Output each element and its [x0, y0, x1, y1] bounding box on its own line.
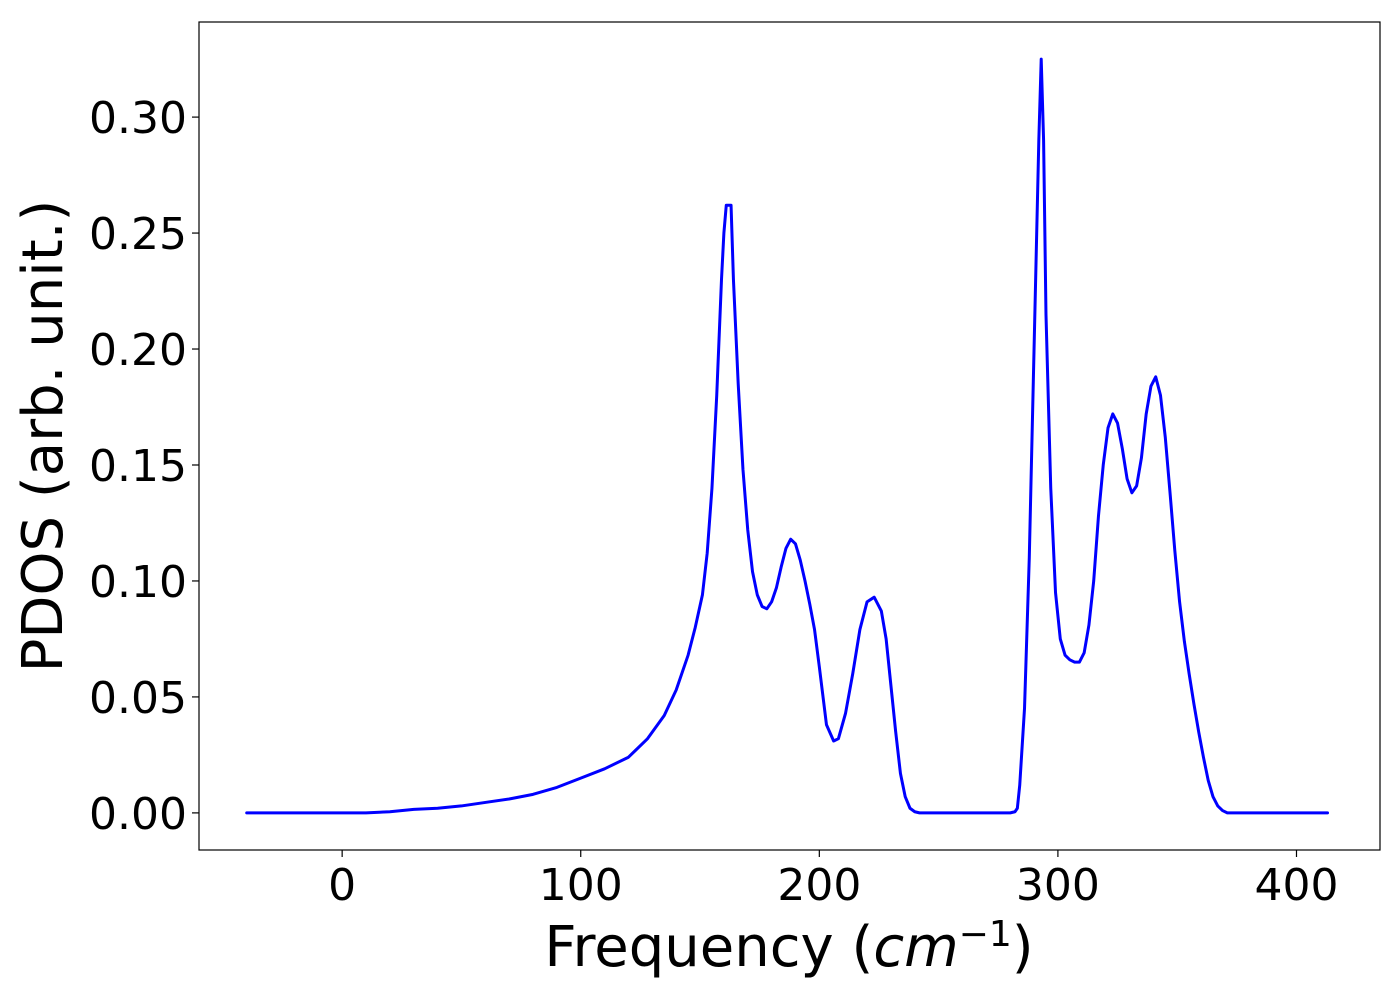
x-tick-label: 400	[1255, 860, 1339, 911]
ticks-layer: 0 100 200 300 400 0.00 0.05 0.10 0.15 0.20 0.25 0.3…	[89, 93, 1338, 911]
x-tick-label: 200	[777, 860, 861, 911]
series-layer	[245, 57, 1330, 815]
y-tick-label: 0.20	[89, 325, 187, 376]
y-tick-label: 0.00	[89, 789, 187, 840]
y-tick-label: 0.05	[89, 673, 187, 724]
x-tick-label: 0	[328, 860, 356, 911]
x-tick-label: 300	[1016, 860, 1100, 911]
y-tick-label: 0.30	[89, 93, 187, 144]
x-axis-label: Frequency (cm−1)	[544, 914, 1033, 980]
plot-frame	[198, 21, 1381, 851]
y-tick-label: 0.25	[89, 209, 187, 260]
y-tick-label: 0.10	[89, 557, 187, 608]
y-axis-label: PDOS (arb. unit.)	[11, 200, 76, 673]
x-tick-label: 100	[539, 860, 623, 911]
y-tick-label: 0.15	[89, 441, 187, 492]
plot-area	[199, 22, 1380, 850]
pdos-series-line	[245, 57, 1330, 815]
